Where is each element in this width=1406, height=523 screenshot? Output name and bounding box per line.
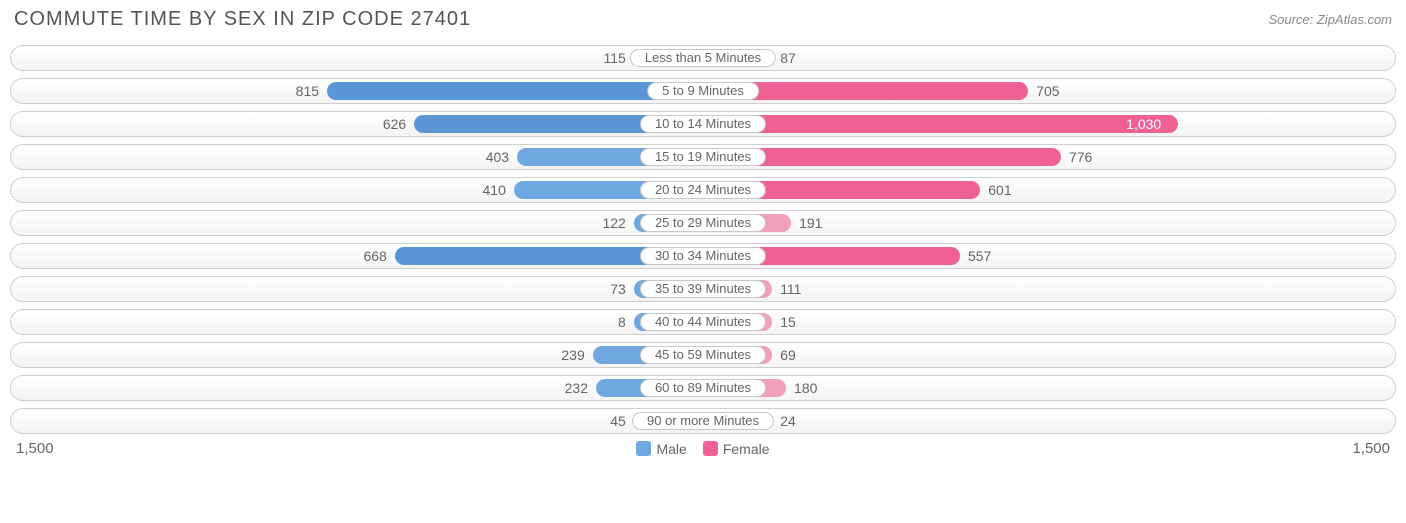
female-value: 111 [780, 277, 801, 301]
chart-source: Source: ZipAtlas.com [1268, 8, 1392, 27]
female-value: 180 [794, 376, 817, 400]
category-pill: 90 or more Minutes [632, 412, 774, 430]
chart-row: 668 557 30 to 34 Minutes [10, 243, 1396, 269]
female-value: 69 [780, 343, 796, 367]
category-pill: 35 to 39 Minutes [640, 280, 766, 298]
axis-left-max: 1,500 [16, 440, 54, 457]
chart-row: 232 180 60 to 89 Minutes [10, 375, 1396, 401]
chart-row: 73 111 35 to 39 Minutes [10, 276, 1396, 302]
male-value: 73 [610, 277, 626, 301]
chart-row: 45 24 90 or more Minutes [10, 408, 1396, 434]
chart-row: 8 15 40 to 44 Minutes [10, 309, 1396, 335]
female-value: 776 [1069, 145, 1092, 169]
legend-label: Male [656, 441, 686, 457]
legend-item: Female [703, 441, 770, 457]
category-pill: 40 to 44 Minutes [640, 313, 766, 331]
axis-right-max: 1,500 [1352, 440, 1390, 457]
category-pill: 20 to 24 Minutes [640, 181, 766, 199]
female-value: 601 [988, 178, 1011, 202]
male-value: 8 [618, 310, 626, 334]
legend-swatch [636, 441, 651, 456]
category-pill: 60 to 89 Minutes [640, 379, 766, 397]
male-value: 232 [565, 376, 588, 400]
category-pill: 15 to 19 Minutes [640, 148, 766, 166]
chart-row: 410 601 20 to 24 Minutes [10, 177, 1396, 203]
female-value: 1,030 [1126, 112, 1387, 136]
legend-swatch [703, 441, 718, 456]
legend: Male Female [636, 441, 769, 457]
chart-footer: 1,500 Male Female 1,500 [10, 434, 1396, 457]
chart-title: COMMUTE TIME BY SEX IN ZIP CODE 27401 [14, 8, 471, 31]
female-value: 87 [780, 46, 796, 70]
male-value: 815 [296, 79, 319, 103]
male-value: 626 [383, 112, 406, 136]
female-value: 557 [968, 244, 991, 268]
commute-butterfly-chart: COMMUTE TIME BY SEX IN ZIP CODE 27401 So… [0, 0, 1406, 523]
male-value: 122 [602, 211, 625, 235]
female-value: 705 [1036, 79, 1059, 103]
chart-row: 815 705 5 to 9 Minutes [10, 78, 1396, 104]
female-value: 15 [780, 310, 796, 334]
female-bar [703, 115, 1178, 133]
category-pill: 10 to 14 Minutes [640, 115, 766, 133]
chart-row: 115 87Less than 5 Minutes [10, 45, 1396, 71]
female-value: 24 [780, 409, 796, 433]
chart-row: 403 776 15 to 19 Minutes [10, 144, 1396, 170]
male-value: 668 [363, 244, 386, 268]
male-value: 410 [483, 178, 506, 202]
chart-rows: 11587Less than 5 Minutes8157055 to 9 Min… [10, 45, 1396, 434]
chart-row: 239 69 45 to 59 Minutes [10, 342, 1396, 368]
female-value: 191 [799, 211, 822, 235]
male-value: 115 [603, 46, 625, 70]
male-value: 45 [610, 409, 626, 433]
male-value: 239 [561, 343, 584, 367]
male-value: 403 [486, 145, 509, 169]
category-pill: Less than 5 Minutes [630, 49, 776, 67]
category-pill: 45 to 59 Minutes [640, 346, 766, 364]
category-pill: 30 to 34 Minutes [640, 247, 766, 265]
chart-row: 626 1,030 10 to 14 Minutes [10, 111, 1396, 137]
chart-row: 122 191 25 to 29 Minutes [10, 210, 1396, 236]
category-pill: 25 to 29 Minutes [640, 214, 766, 232]
header-row: COMMUTE TIME BY SEX IN ZIP CODE 27401 So… [10, 8, 1396, 31]
legend-item: Male [636, 441, 686, 457]
legend-label: Female [723, 441, 770, 457]
category-pill: 5 to 9 Minutes [647, 82, 759, 100]
